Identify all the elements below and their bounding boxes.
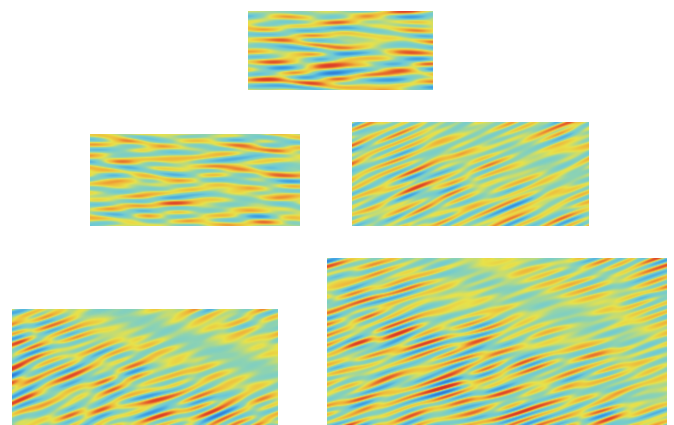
contour-panel-1 — [248, 11, 433, 90]
contour-panel-3 — [352, 122, 589, 226]
contour-field-2 — [90, 134, 300, 226]
contour-panel-5 — [327, 258, 667, 425]
contour-field-4 — [12, 309, 278, 425]
contour-field-1 — [248, 11, 433, 90]
contour-field-5 — [327, 258, 667, 425]
contour-panel-4 — [12, 309, 278, 425]
contour-panel-2 — [90, 134, 300, 226]
contour-field-3 — [352, 122, 589, 226]
